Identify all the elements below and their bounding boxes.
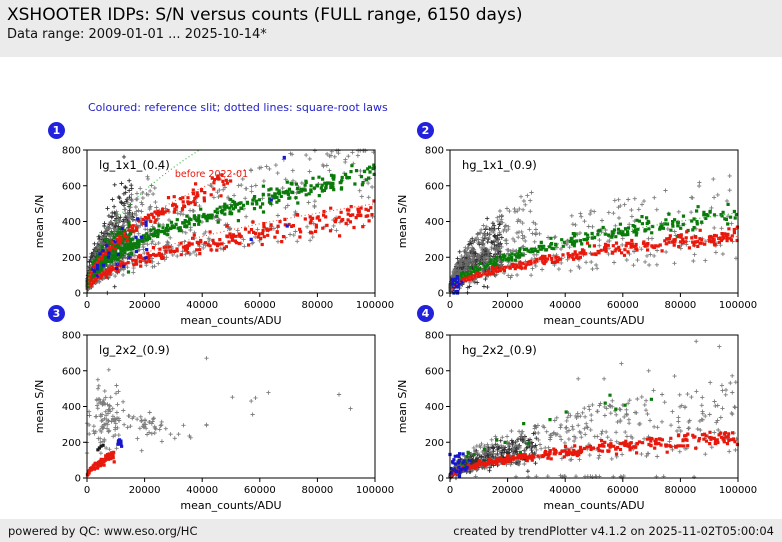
plot-hg1x1-canvas: 0 20000 40000 60000 80000 100000 0 200 400 600 800…	[396, 146, 757, 328]
report-header: XSHOOTER IDPs: S/N versus counts (FULL r…	[0, 0, 782, 57]
svg-text:0: 0	[84, 485, 90, 496]
footer-powered-by: powered by QC: www.eso.org/HC	[8, 523, 198, 538]
svg-text:hg_1x1_(0.9): hg_1x1_(0.9)	[462, 158, 537, 172]
plot-hg2x2-canvas: 0 20000 40000 60000 80000 100000 0 200 400 600 800…	[396, 331, 757, 513]
svg-text:100000: 100000	[719, 485, 757, 496]
svg-text:600: 600	[62, 181, 81, 192]
svg-text:20000: 20000	[129, 485, 161, 496]
svg-text:0: 0	[84, 300, 90, 311]
svg-text:600: 600	[425, 181, 444, 192]
svg-text:0: 0	[75, 289, 81, 300]
svg-text:mean S/N: mean S/N	[396, 380, 409, 434]
svg-text:600: 600	[62, 366, 81, 377]
plot-2-badge[interactable]: 2	[417, 122, 434, 139]
svg-text:100000: 100000	[356, 485, 394, 496]
svg-text:mean_counts/ADU: mean_counts/ADU	[180, 499, 281, 512]
data-range-subtitle: Data range: 2009-01-01 ... 2025-10-14*	[7, 27, 267, 42]
svg-text:400: 400	[62, 217, 81, 228]
svg-text:600: 600	[425, 366, 444, 377]
svg-text:mean_counts/ADU: mean_counts/ADU	[543, 499, 644, 512]
plot-lg2x2-canvas: 0 20000 40000 60000 80000 100000 0 200 400 600 800…	[33, 331, 394, 513]
plot-1-badge[interactable]: 1	[48, 122, 65, 139]
legend-note: Coloured: reference slit; dotted lines: …	[88, 101, 388, 114]
svg-text:200: 200	[425, 253, 444, 264]
svg-text:800: 800	[425, 146, 444, 157]
svg-text:20000: 20000	[129, 300, 161, 311]
svg-text:20000: 20000	[492, 485, 524, 496]
svg-text:mean S/N: mean S/N	[33, 380, 46, 434]
svg-text:60000: 60000	[244, 485, 276, 496]
svg-text:80000: 80000	[301, 485, 333, 496]
plot-3-badge[interactable]: 3	[48, 305, 65, 322]
plot-4-badge[interactable]: 4	[417, 305, 434, 322]
svg-text:40000: 40000	[549, 300, 581, 311]
page-title: XSHOOTER IDPs: S/N versus counts (FULL r…	[7, 5, 523, 25]
plot-lg1x1-canvas: 0 20000 40000 60000 80000 100000 0 200 400 600 800…	[33, 146, 394, 328]
svg-text:800: 800	[62, 146, 81, 157]
svg-text:100000: 100000	[356, 300, 394, 311]
svg-text:mean_counts/ADU: mean_counts/ADU	[543, 314, 644, 327]
svg-text:200: 200	[62, 438, 81, 449]
svg-text:40000: 40000	[549, 485, 581, 496]
svg-text:80000: 80000	[301, 300, 333, 311]
svg-text:0: 0	[438, 474, 444, 485]
svg-text:40000: 40000	[186, 485, 218, 496]
svg-text:80000: 80000	[664, 485, 696, 496]
svg-text:800: 800	[425, 331, 444, 342]
svg-text:40000: 40000	[186, 300, 218, 311]
svg-text:before 2022-01: before 2022-01	[175, 169, 248, 180]
svg-text:0: 0	[447, 485, 453, 496]
svg-text:hg_2x2_(0.9): hg_2x2_(0.9)	[462, 343, 537, 357]
svg-text:60000: 60000	[607, 485, 639, 496]
svg-text:200: 200	[62, 253, 81, 264]
svg-text:100000: 100000	[719, 300, 757, 311]
svg-text:400: 400	[425, 217, 444, 228]
svg-text:60000: 60000	[607, 300, 639, 311]
svg-text:200: 200	[425, 438, 444, 449]
svg-text:400: 400	[425, 402, 444, 413]
svg-text:lg_1x1_(0.4): lg_1x1_(0.4)	[99, 158, 170, 172]
footer-created-by: created by trendPlotter v4.1.2 on 2025-1…	[453, 523, 774, 538]
svg-text:lg_2x2_(0.9): lg_2x2_(0.9)	[99, 343, 170, 357]
svg-text:mean S/N: mean S/N	[33, 195, 46, 249]
svg-text:0: 0	[75, 474, 81, 485]
svg-text:mean S/N: mean S/N	[396, 195, 409, 249]
svg-text:0: 0	[438, 289, 444, 300]
svg-text:400: 400	[62, 402, 81, 413]
svg-text:20000: 20000	[492, 300, 524, 311]
svg-text:800: 800	[62, 331, 81, 342]
report-footer: powered by QC: www.eso.org/HC created by…	[0, 519, 782, 542]
svg-text:0: 0	[447, 300, 453, 311]
svg-text:60000: 60000	[244, 300, 276, 311]
svg-text:mean_counts/ADU: mean_counts/ADU	[180, 314, 281, 327]
svg-text:80000: 80000	[664, 300, 696, 311]
